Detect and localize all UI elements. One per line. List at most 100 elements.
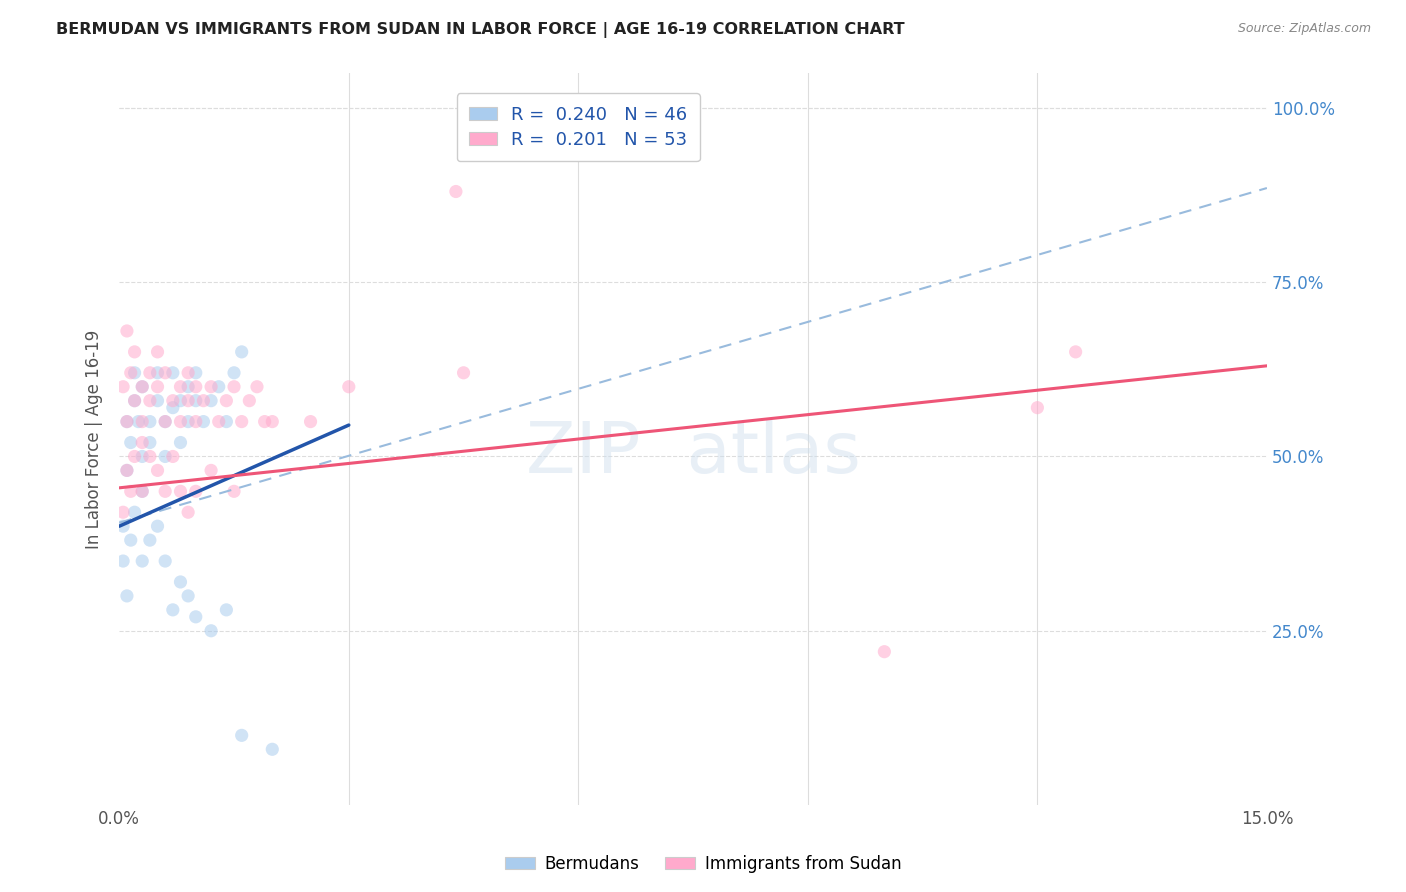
- Point: [124, 393, 146, 408]
- Point: [200, 463, 222, 477]
- Point: [139, 450, 162, 464]
- Point: [873, 645, 896, 659]
- Point: [153, 415, 176, 429]
- Point: [238, 393, 260, 408]
- Point: [115, 324, 138, 338]
- Point: [112, 519, 135, 533]
- Point: [153, 415, 176, 429]
- Point: [177, 589, 200, 603]
- Text: BERMUDAN VS IMMIGRANTS FROM SUDAN IN LABOR FORCE | AGE 16-19 CORRELATION CHART: BERMUDAN VS IMMIGRANTS FROM SUDAN IN LAB…: [56, 22, 905, 38]
- Point: [253, 415, 276, 429]
- Point: [162, 393, 184, 408]
- Point: [153, 450, 176, 464]
- Point: [115, 415, 138, 429]
- Point: [444, 185, 467, 199]
- Point: [200, 624, 222, 638]
- Text: Source: ZipAtlas.com: Source: ZipAtlas.com: [1237, 22, 1371, 36]
- Point: [139, 415, 162, 429]
- Point: [115, 589, 138, 603]
- Point: [127, 415, 149, 429]
- Point: [131, 484, 153, 499]
- Point: [139, 393, 162, 408]
- Point: [131, 450, 153, 464]
- Point: [162, 401, 184, 415]
- Point: [131, 435, 153, 450]
- Point: [177, 393, 200, 408]
- Point: [146, 380, 169, 394]
- Point: [177, 415, 200, 429]
- Point: [222, 484, 245, 499]
- Point: [169, 380, 191, 394]
- Point: [115, 463, 138, 477]
- Point: [131, 484, 153, 499]
- Point: [246, 380, 269, 394]
- Point: [262, 415, 284, 429]
- Point: [177, 380, 200, 394]
- Point: [177, 505, 200, 519]
- Point: [222, 366, 245, 380]
- Point: [120, 435, 142, 450]
- Point: [153, 484, 176, 499]
- Y-axis label: In Labor Force | Age 16-19: In Labor Force | Age 16-19: [86, 329, 103, 549]
- Point: [131, 380, 153, 394]
- Point: [193, 415, 215, 429]
- Point: [184, 415, 207, 429]
- Point: [124, 393, 146, 408]
- Point: [169, 415, 191, 429]
- Point: [184, 484, 207, 499]
- Legend: Bermudans, Immigrants from Sudan: Bermudans, Immigrants from Sudan: [498, 848, 908, 880]
- Point: [153, 366, 176, 380]
- Point: [337, 380, 360, 394]
- Point: [169, 393, 191, 408]
- Point: [215, 393, 238, 408]
- Point: [139, 366, 162, 380]
- Point: [146, 366, 169, 380]
- Point: [115, 415, 138, 429]
- Point: [215, 415, 238, 429]
- Point: [146, 519, 169, 533]
- Point: [208, 380, 231, 394]
- Point: [453, 366, 475, 380]
- Point: [153, 554, 176, 568]
- Point: [131, 554, 153, 568]
- Point: [169, 484, 191, 499]
- Point: [177, 366, 200, 380]
- Point: [120, 366, 142, 380]
- Point: [124, 344, 146, 359]
- Point: [131, 415, 153, 429]
- Point: [162, 450, 184, 464]
- Point: [169, 574, 191, 589]
- Point: [124, 366, 146, 380]
- Point: [112, 554, 135, 568]
- Point: [299, 415, 322, 429]
- Point: [146, 463, 169, 477]
- Point: [124, 450, 146, 464]
- Point: [146, 344, 169, 359]
- Point: [169, 435, 191, 450]
- Point: [184, 393, 207, 408]
- Point: [120, 484, 142, 499]
- Point: [1026, 401, 1049, 415]
- Point: [200, 380, 222, 394]
- Point: [162, 603, 184, 617]
- Point: [131, 380, 153, 394]
- Point: [193, 393, 215, 408]
- Point: [1064, 344, 1087, 359]
- Point: [231, 728, 253, 742]
- Point: [222, 380, 245, 394]
- Point: [231, 415, 253, 429]
- Point: [200, 393, 222, 408]
- Point: [231, 344, 253, 359]
- Point: [146, 393, 169, 408]
- Point: [120, 533, 142, 548]
- Point: [139, 435, 162, 450]
- Legend: R =  0.240   N = 46, R =  0.201   N = 53: R = 0.240 N = 46, R = 0.201 N = 53: [457, 93, 700, 161]
- Point: [208, 415, 231, 429]
- Point: [184, 366, 207, 380]
- Point: [112, 505, 135, 519]
- Point: [124, 505, 146, 519]
- Point: [112, 380, 135, 394]
- Point: [115, 463, 138, 477]
- Point: [184, 380, 207, 394]
- Point: [215, 603, 238, 617]
